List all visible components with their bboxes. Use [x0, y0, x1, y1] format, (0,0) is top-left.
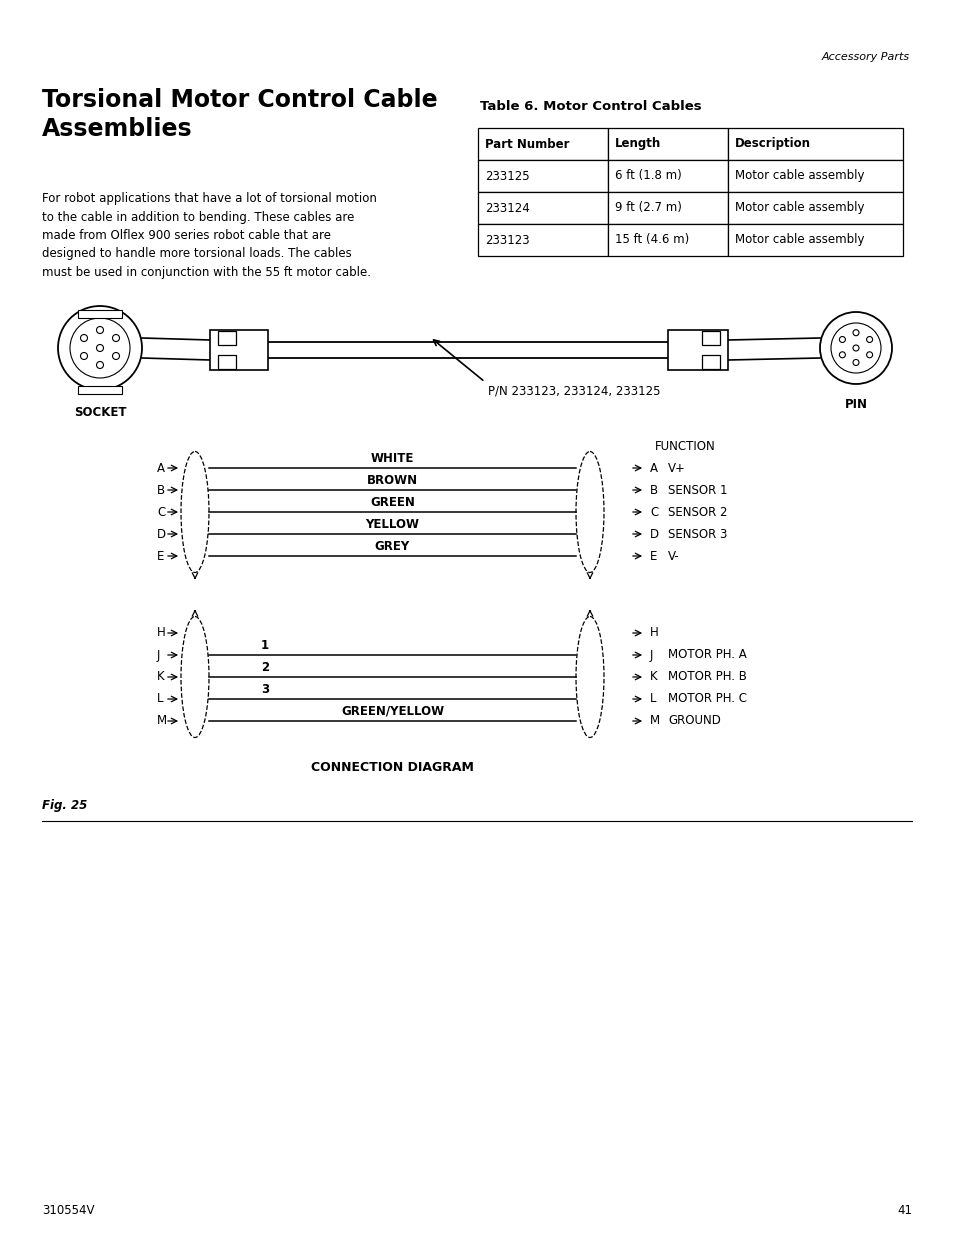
- Text: D: D: [649, 527, 659, 541]
- Text: V-: V-: [667, 550, 679, 562]
- Text: D: D: [157, 527, 166, 541]
- Text: 6 ft (1.8 m): 6 ft (1.8 m): [615, 169, 681, 183]
- Text: SENSOR 1: SENSOR 1: [667, 483, 727, 496]
- Bar: [701, 354, 720, 369]
- Text: B: B: [649, 483, 658, 496]
- Bar: [607, 224, 727, 256]
- Text: MOTOR PH. A: MOTOR PH. A: [667, 648, 746, 662]
- Text: For robot applications that have a lot of torsional motion
to the cable in addit: For robot applications that have a lot o…: [42, 191, 376, 279]
- Bar: [607, 128, 727, 161]
- Text: 310554V: 310554V: [42, 1204, 94, 1216]
- Text: P/N 233123, 233124, 233125: P/N 233123, 233124, 233125: [488, 384, 659, 396]
- Text: Description: Description: [734, 137, 810, 151]
- Text: H: H: [157, 626, 166, 640]
- Text: Fig. 25: Fig. 25: [42, 799, 87, 811]
- Text: 9 ft (2.7 m): 9 ft (2.7 m): [615, 201, 681, 215]
- Bar: [78, 387, 122, 394]
- Text: 233123: 233123: [484, 233, 529, 247]
- Text: SENSOR 3: SENSOR 3: [667, 527, 726, 541]
- Text: CONNECTION DIAGRAM: CONNECTION DIAGRAM: [311, 761, 474, 774]
- Text: FUNCTION: FUNCTION: [655, 440, 715, 453]
- Text: H: H: [649, 626, 659, 640]
- Text: Torsional Motor Control Cable
Assemblies: Torsional Motor Control Cable Assemblies: [42, 88, 437, 141]
- Text: C: C: [649, 505, 658, 519]
- Text: SENSOR 2: SENSOR 2: [667, 505, 727, 519]
- Text: 233125: 233125: [484, 169, 529, 183]
- Text: MOTOR PH. C: MOTOR PH. C: [667, 693, 746, 705]
- Bar: [667, 330, 727, 370]
- Text: J: J: [157, 648, 160, 662]
- Text: WHITE: WHITE: [371, 452, 414, 466]
- Text: BROWN: BROWN: [367, 474, 417, 487]
- Text: K: K: [649, 671, 657, 683]
- Bar: [477, 128, 607, 161]
- Text: A: A: [649, 462, 658, 474]
- Bar: [477, 161, 607, 191]
- Text: J: J: [649, 648, 653, 662]
- Text: MOTOR PH. B: MOTOR PH. B: [667, 671, 746, 683]
- Text: GREEN/YELLOW: GREEN/YELLOW: [340, 705, 443, 718]
- Text: M: M: [157, 715, 167, 727]
- Text: L: L: [649, 693, 656, 705]
- Bar: [727, 128, 902, 161]
- Text: PIN: PIN: [843, 398, 866, 411]
- Text: K: K: [157, 671, 165, 683]
- Text: Table 6. Motor Control Cables: Table 6. Motor Control Cables: [479, 100, 700, 112]
- Text: YELLOW: YELLOW: [365, 517, 419, 531]
- Bar: [727, 224, 902, 256]
- Text: E: E: [649, 550, 657, 562]
- Text: 3: 3: [261, 683, 269, 697]
- Text: GREY: GREY: [375, 540, 410, 553]
- Text: SOCKET: SOCKET: [73, 406, 126, 419]
- Text: 15 ft (4.6 m): 15 ft (4.6 m): [615, 233, 688, 247]
- Bar: [210, 330, 268, 370]
- Bar: [607, 191, 727, 224]
- Bar: [607, 161, 727, 191]
- Bar: [701, 331, 720, 345]
- Bar: [727, 191, 902, 224]
- Text: C: C: [157, 505, 165, 519]
- Text: Accessory Parts: Accessory Parts: [821, 52, 909, 62]
- Text: B: B: [157, 483, 165, 496]
- Bar: [218, 354, 235, 369]
- Text: L: L: [157, 693, 163, 705]
- Text: GROUND: GROUND: [667, 715, 720, 727]
- Text: V+: V+: [667, 462, 685, 474]
- Text: GREEN: GREEN: [370, 496, 415, 509]
- Text: Part Number: Part Number: [484, 137, 569, 151]
- Bar: [477, 191, 607, 224]
- Text: M: M: [649, 715, 659, 727]
- Text: 41: 41: [896, 1204, 911, 1216]
- Text: Motor cable assembly: Motor cable assembly: [734, 201, 863, 215]
- Bar: [727, 161, 902, 191]
- Text: 1: 1: [261, 638, 269, 652]
- Text: A: A: [157, 462, 165, 474]
- Text: Length: Length: [615, 137, 660, 151]
- Bar: [218, 331, 235, 345]
- Text: 233124: 233124: [484, 201, 529, 215]
- Text: 2: 2: [261, 661, 269, 674]
- Text: Motor cable assembly: Motor cable assembly: [734, 169, 863, 183]
- Text: Motor cable assembly: Motor cable assembly: [734, 233, 863, 247]
- Text: E: E: [157, 550, 164, 562]
- Bar: [477, 224, 607, 256]
- Bar: [78, 310, 122, 317]
